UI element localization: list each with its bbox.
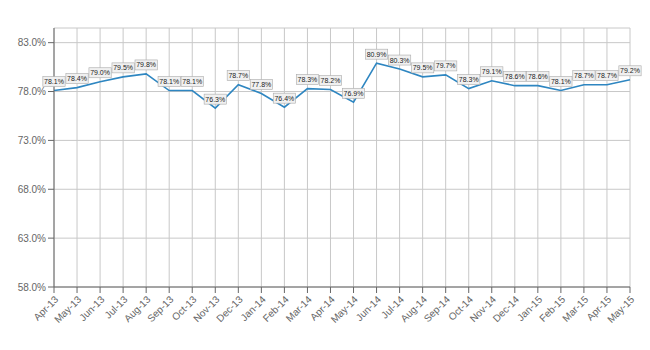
svg-text:Jan-15: Jan-15 xyxy=(514,293,545,324)
svg-text:78.7%: 78.7% xyxy=(597,72,617,79)
svg-text:78.1%: 78.1% xyxy=(551,78,571,85)
svg-text:78.2%: 78.2% xyxy=(321,77,341,84)
svg-text:Feb-15: Feb-15 xyxy=(537,293,568,324)
svg-text:77.8%: 77.8% xyxy=(251,81,271,88)
svg-text:79.2%: 79.2% xyxy=(620,67,640,74)
svg-text:73.0%: 73.0% xyxy=(18,135,46,146)
svg-text:Sep-14: Sep-14 xyxy=(422,293,453,324)
svg-text:Apr-13: Apr-13 xyxy=(31,293,61,323)
svg-text:Oct-14: Oct-14 xyxy=(446,293,476,323)
svg-text:May-15: May-15 xyxy=(605,293,637,325)
svg-text:Nov-13: Nov-13 xyxy=(191,293,222,325)
svg-text:Jul-14: Jul-14 xyxy=(379,293,406,321)
svg-text:80.3%: 80.3% xyxy=(390,57,410,64)
svg-text:76.3%: 76.3% xyxy=(205,96,225,103)
svg-text:Oct-13: Oct-13 xyxy=(169,293,199,323)
svg-text:78.1%: 78.1% xyxy=(44,78,64,85)
svg-text:Aug-13: Aug-13 xyxy=(122,293,153,325)
svg-text:Aug-14: Aug-14 xyxy=(398,293,430,325)
svg-text:Jul-13: Jul-13 xyxy=(102,293,130,321)
svg-text:May-13: May-13 xyxy=(52,293,84,325)
svg-text:Apr-14: Apr-14 xyxy=(307,293,337,323)
svg-text:78.4%: 78.4% xyxy=(67,75,87,82)
svg-text:78.1%: 78.1% xyxy=(182,78,202,85)
svg-text:80.9%: 80.9% xyxy=(367,51,387,58)
svg-text:78.7%: 78.7% xyxy=(574,72,594,79)
svg-text:79.7%: 79.7% xyxy=(436,62,456,69)
svg-text:79.1%: 79.1% xyxy=(482,68,502,75)
svg-text:Feb-14: Feb-14 xyxy=(260,293,291,324)
svg-text:Dec-13: Dec-13 xyxy=(214,293,245,324)
svg-text:79.8%: 79.8% xyxy=(136,61,156,68)
svg-text:May-14: May-14 xyxy=(329,293,361,325)
svg-text:Nov-14: Nov-14 xyxy=(467,293,499,325)
svg-text:76.4%: 76.4% xyxy=(274,95,294,102)
svg-text:76.9%: 76.9% xyxy=(344,90,364,97)
svg-text:Mar-15: Mar-15 xyxy=(560,293,590,323)
svg-text:Dec-14: Dec-14 xyxy=(491,293,522,324)
svg-text:58.0%: 58.0% xyxy=(18,282,46,293)
svg-text:Jun-14: Jun-14 xyxy=(354,293,384,323)
svg-text:78.7%: 78.7% xyxy=(228,72,248,79)
svg-text:83.0%: 83.0% xyxy=(18,37,46,48)
svg-text:Jun-13: Jun-13 xyxy=(77,293,107,323)
svg-text:63.0%: 63.0% xyxy=(18,233,46,244)
svg-text:68.0%: 68.0% xyxy=(18,184,46,195)
svg-text:Mar-14: Mar-14 xyxy=(284,293,314,323)
svg-text:78.6%: 78.6% xyxy=(528,73,548,80)
svg-text:Jan-14: Jan-14 xyxy=(238,293,268,324)
svg-text:Apr-15: Apr-15 xyxy=(584,293,614,323)
svg-text:78.3%: 78.3% xyxy=(298,76,318,83)
svg-text:79.5%: 79.5% xyxy=(113,64,133,71)
svg-text:78.0%: 78.0% xyxy=(18,86,46,97)
svg-text:78.1%: 78.1% xyxy=(159,78,179,85)
svg-text:78.3%: 78.3% xyxy=(459,76,479,83)
svg-text:78.6%: 78.6% xyxy=(505,73,525,80)
svg-text:79.0%: 79.0% xyxy=(90,69,110,76)
svg-text:79.5%: 79.5% xyxy=(413,64,433,71)
svg-text:Sep-13: Sep-13 xyxy=(145,293,176,324)
